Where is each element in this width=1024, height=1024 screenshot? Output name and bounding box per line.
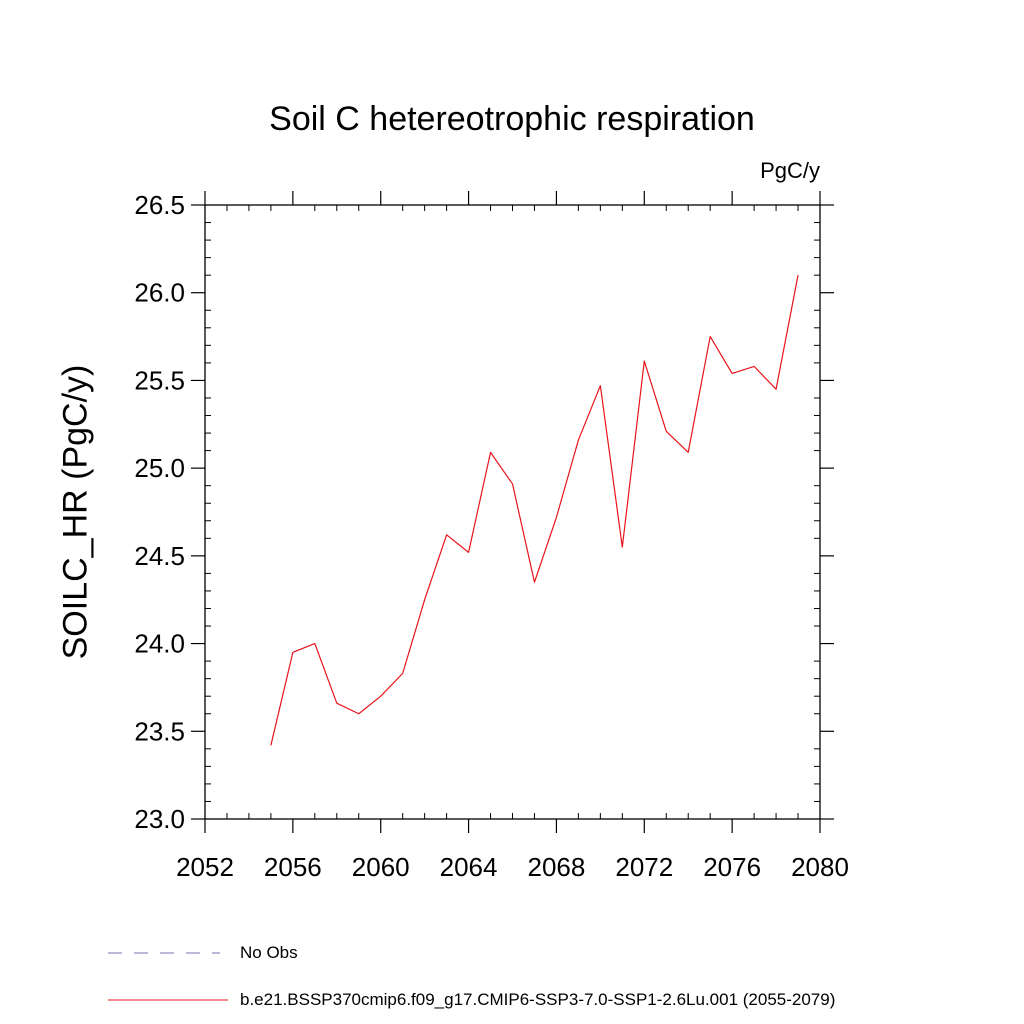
plot-frame bbox=[204, 204, 821, 820]
x-tick-label: 2080 bbox=[791, 852, 849, 882]
y-tick-label: 25.5 bbox=[134, 365, 185, 395]
x-tick-label: 2060 bbox=[352, 852, 410, 882]
y-tick-label: 26.5 bbox=[134, 190, 185, 220]
units-label: PgC/y bbox=[760, 158, 820, 183]
legend-model-label: b.e21.BSSP370cmip6.f09_g17.CMIP6-SSP3-7.… bbox=[240, 990, 836, 1009]
series-line bbox=[270, 275, 799, 746]
y-tick-label: 25.0 bbox=[134, 453, 185, 483]
y-tick-label: 24.0 bbox=[134, 629, 185, 659]
y-tick-label: 24.5 bbox=[134, 541, 185, 571]
x-tick-label: 2056 bbox=[264, 852, 322, 882]
x-tick-label: 2072 bbox=[615, 852, 673, 882]
chart-title: Soil C hetereotrophic respiration bbox=[269, 100, 755, 138]
legend-obs-label: No Obs bbox=[240, 943, 298, 962]
x-tick-label: 2052 bbox=[176, 852, 234, 882]
y-tick-label: 26.0 bbox=[134, 278, 185, 308]
x-tick-label: 2064 bbox=[440, 852, 498, 882]
y-tick-label: 23.0 bbox=[134, 804, 185, 834]
y-tick-label: 23.5 bbox=[134, 716, 185, 746]
x-tick-label: 2076 bbox=[703, 852, 761, 882]
x-tick-label: 2068 bbox=[528, 852, 586, 882]
